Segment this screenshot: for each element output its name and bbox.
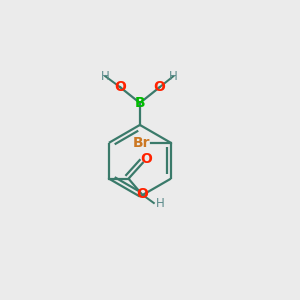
Text: H: H: [156, 197, 164, 210]
Text: B: B: [135, 96, 145, 110]
Text: O: O: [154, 80, 166, 94]
Text: O: O: [136, 188, 148, 201]
Text: O: O: [140, 152, 152, 166]
Text: H: H: [169, 70, 178, 83]
Text: O: O: [114, 80, 126, 94]
Text: Br: Br: [133, 136, 150, 150]
Text: H: H: [101, 70, 110, 83]
